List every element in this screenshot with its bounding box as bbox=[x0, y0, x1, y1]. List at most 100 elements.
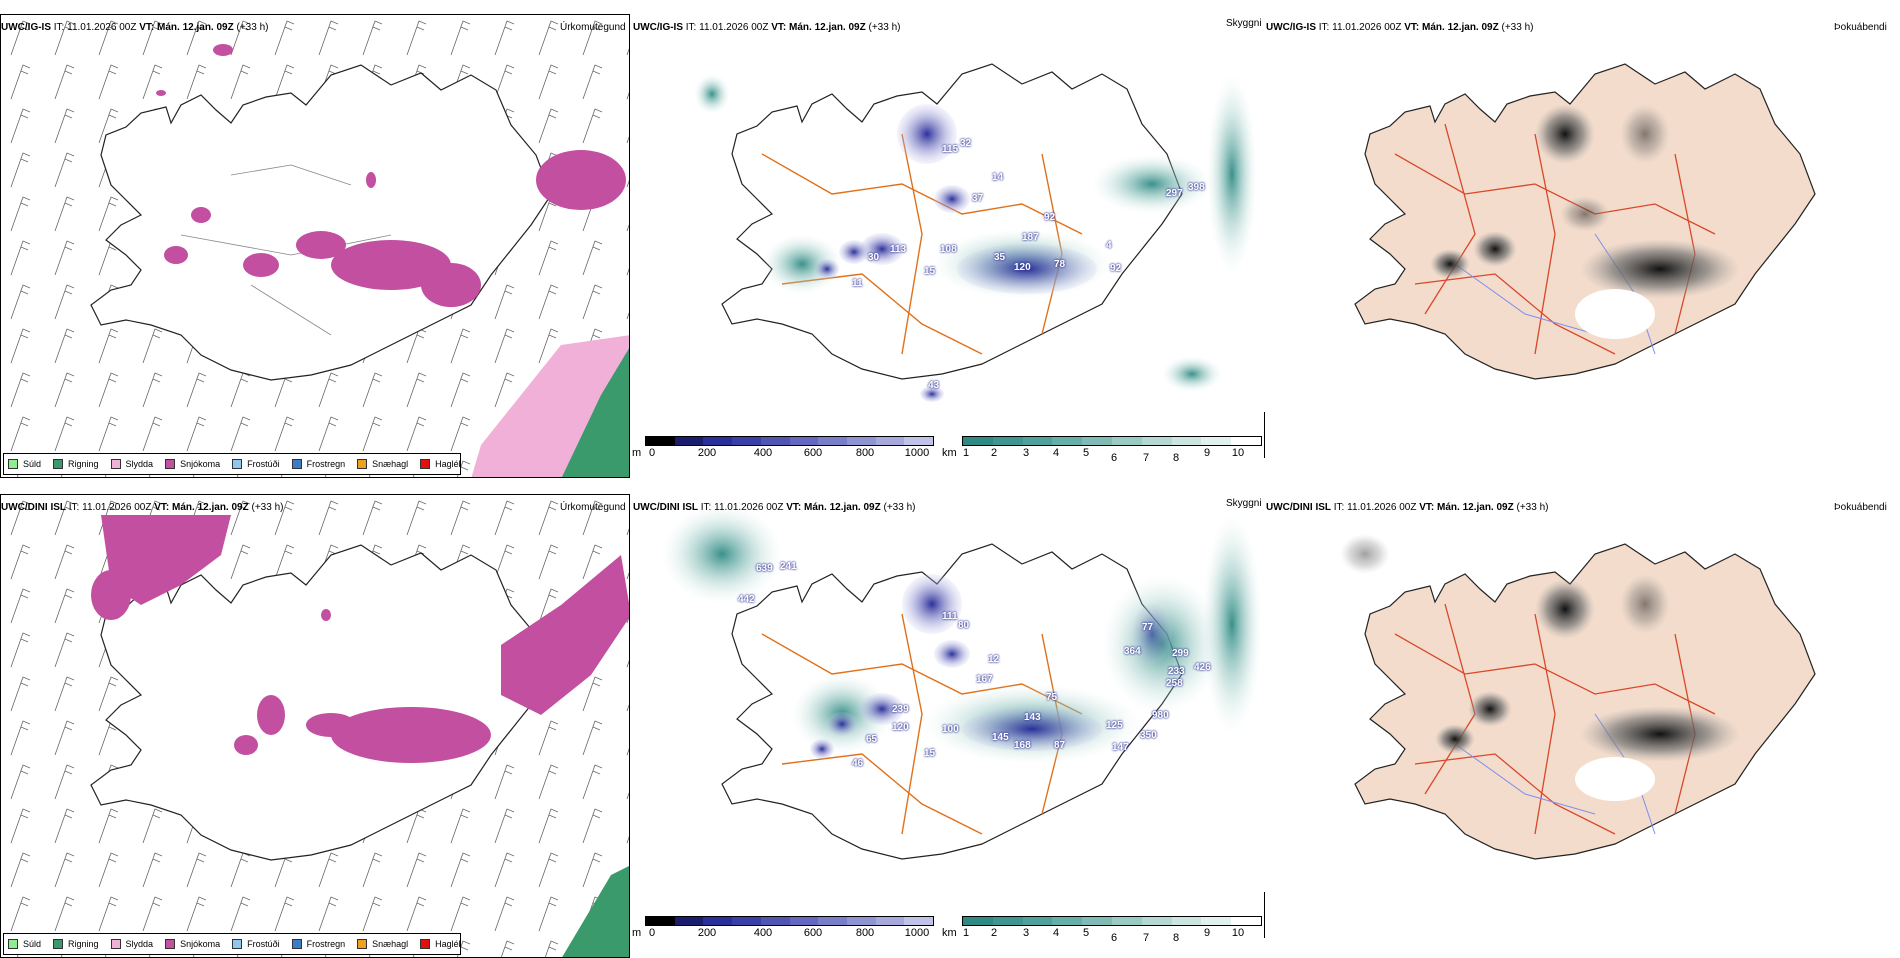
cloud-bar-tick: 1000 bbox=[904, 927, 930, 939]
fog-areas bbox=[1340, 534, 1740, 801]
precip-legend-1: Súld Rigning Slydda Snjókoma Frostúði Fr… bbox=[3, 453, 461, 475]
fog-areas bbox=[1430, 104, 1740, 339]
cloud-value: 111 bbox=[942, 611, 958, 622]
panel-header-1c: UWC/IG-IS IT: 11.01.2026 00Z VT: Mán. 12… bbox=[1266, 22, 1534, 33]
cloud-value: 299 bbox=[1172, 648, 1189, 659]
cloud-value: 147 bbox=[1112, 742, 1129, 753]
cloud-bar-tick: 800 bbox=[855, 927, 875, 939]
cloud-value: 115 bbox=[942, 144, 959, 155]
cloud-bar-tick: 800 bbox=[855, 447, 875, 459]
legend-item: Snæhagl bbox=[357, 459, 408, 469]
panel-header-1b: UWC/IG-IS IT: 11.01.2026 00Z VT: Mán. 12… bbox=[633, 22, 901, 33]
fog-title-2: Þokuábendi bbox=[1834, 502, 1887, 513]
legend-item: Rigning bbox=[53, 939, 99, 949]
cloud-value: 350 bbox=[1140, 730, 1157, 741]
cloud-value: 15 bbox=[924, 266, 936, 277]
vis-bar-tick: 2 bbox=[990, 927, 998, 939]
vis-bar-tick: 4 bbox=[1052, 927, 1060, 939]
panel-header-2c: UWC/DINI ISL IT: 11.01.2026 00Z VT: Mán.… bbox=[1266, 502, 1549, 513]
cloud-value: 639 bbox=[756, 563, 773, 574]
legend-item: Snjókoma bbox=[165, 459, 220, 469]
vis-bar-tick: 10 bbox=[1231, 927, 1245, 939]
cloud-bar-tick: 1000 bbox=[904, 447, 930, 459]
legend-item: Snæhagl bbox=[357, 939, 408, 949]
cloud-value: 258 bbox=[1166, 678, 1183, 689]
cloud-value: 187 bbox=[1022, 232, 1039, 243]
legend-item: Haglél bbox=[420, 459, 461, 469]
legend-item: Súld bbox=[8, 939, 41, 949]
cloud-value: 78 bbox=[1054, 259, 1066, 270]
vis-bar-tick: 2 bbox=[990, 447, 998, 459]
vis-bar-tick: 5 bbox=[1082, 927, 1090, 939]
cloud-bar-tick: 200 bbox=[697, 927, 717, 939]
cloud-value: 11 bbox=[852, 278, 863, 289]
legend-item: Rigning bbox=[53, 459, 99, 469]
cloud-value: 92 bbox=[1044, 212, 1056, 223]
visibility-title-1: Skyggni bbox=[1226, 18, 1262, 29]
cloud-value: 168 bbox=[1014, 740, 1031, 751]
vis-bar-tick: 5 bbox=[1082, 447, 1090, 459]
precip-map-2 bbox=[1, 495, 629, 957]
cloud-bar-tick: 600 bbox=[803, 927, 823, 939]
cloud-value: 65 bbox=[866, 734, 878, 745]
roads bbox=[761, 613, 1083, 835]
legend-item: Frostregn bbox=[291, 939, 345, 949]
precip-title-2: Úrkomutegund bbox=[560, 502, 626, 513]
cloud-base-areas bbox=[815, 104, 1097, 402]
cloud-base-areas bbox=[810, 574, 1172, 759]
vis-bar-tick: 8 bbox=[1172, 932, 1180, 944]
cloud-value: 145 bbox=[992, 732, 1009, 743]
cloud-value: 87 bbox=[1054, 740, 1066, 751]
fog-panel-2 bbox=[1265, 494, 1895, 958]
fog-map-2 bbox=[1340, 534, 1816, 860]
cloud-value: 143 bbox=[1024, 712, 1041, 723]
cloud-value: 35 bbox=[994, 252, 1006, 263]
cloud-value: 100 bbox=[942, 724, 959, 735]
cloud-bar-unit: m bbox=[632, 927, 642, 939]
cloud-bar-tick: 400 bbox=[753, 927, 773, 939]
cloud-value: 442 bbox=[738, 594, 755, 605]
vis-bar-unit: km bbox=[942, 927, 957, 939]
cloud-value: 32 bbox=[960, 138, 972, 149]
cloud-bar-unit: m bbox=[632, 447, 642, 459]
cloud-value: 92 bbox=[1110, 263, 1122, 274]
vis-bar-tick: 9 bbox=[1203, 927, 1211, 939]
cloud-value: 120 bbox=[892, 722, 909, 733]
vis-bar-tick: 9 bbox=[1203, 447, 1211, 459]
fog-map-1 bbox=[1354, 63, 1816, 380]
vis-bar-unit: km bbox=[942, 447, 957, 459]
precip-title-1: Úrkomutegund bbox=[560, 22, 626, 33]
rain-area bbox=[562, 866, 629, 957]
vis-bar-tick: 10 bbox=[1231, 447, 1245, 459]
cloud-base-colorbar-1: m 0 200 400 600 800 1000 bbox=[632, 436, 934, 466]
legend-item: Frostúði bbox=[232, 459, 280, 469]
visibility-panel-1 bbox=[632, 14, 1262, 478]
vis-bar-tick: 1 bbox=[962, 927, 970, 939]
cloud-value: 80 bbox=[958, 620, 970, 631]
snow-areas bbox=[91, 515, 629, 763]
roads bbox=[761, 133, 1083, 355]
visibility-panel-2 bbox=[632, 494, 1262, 958]
cloud-value: 241 bbox=[780, 561, 797, 572]
vis-bar-tick: 6 bbox=[1110, 452, 1118, 464]
cloud-value: 398 bbox=[1188, 182, 1205, 193]
cloud-value: 46 bbox=[852, 758, 864, 769]
iceland-coast bbox=[721, 63, 1183, 380]
cloud-value: 4 bbox=[1106, 240, 1112, 251]
cloud-value: 980 bbox=[1152, 710, 1169, 721]
vis-bar-tick: 7 bbox=[1142, 452, 1150, 464]
cloud-value: 15 bbox=[924, 748, 936, 759]
visibility-title-2: Skyggni bbox=[1226, 498, 1262, 509]
vis-bar-tick: 3 bbox=[1022, 927, 1030, 939]
snow-areas bbox=[156, 44, 626, 307]
legend-item: Haglél bbox=[420, 939, 461, 949]
cloud-bar-tick: 400 bbox=[753, 447, 773, 459]
vis-bar-tick: 1 bbox=[962, 447, 970, 459]
cloud-value: 167 bbox=[976, 674, 993, 685]
roads bbox=[1394, 603, 1716, 835]
cloud-value: 364 bbox=[1124, 646, 1141, 657]
cloud-value: 239 bbox=[892, 704, 909, 715]
panel-header-2b: UWC/DINI ISL IT: 11.01.2026 00Z VT: Mán.… bbox=[633, 502, 916, 513]
panel-header-2a: UWC/DINI ISL IT: 11.01.2026 00Z VT: Mán.… bbox=[1, 502, 284, 513]
legend-item: Frostúði bbox=[232, 939, 280, 949]
